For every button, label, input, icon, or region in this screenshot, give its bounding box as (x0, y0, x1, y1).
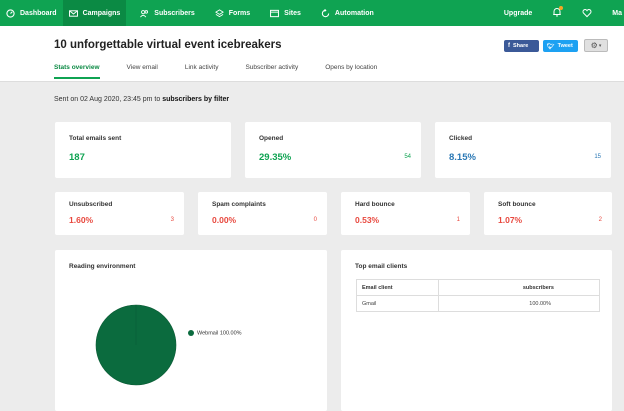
nav-automation[interactable]: Automation (315, 0, 380, 26)
tab-link-activity[interactable]: Link activity (184, 64, 219, 71)
automation-icon (321, 8, 330, 17)
sent-info: Sent on 02 Aug 2020, 23:45 pm to subscri… (54, 96, 229, 103)
total-emails-value: 187 (69, 152, 85, 163)
soft-bounce-count[interactable]: 2 (598, 217, 602, 223)
legend-webmail-swatch (188, 330, 194, 336)
spam-complaints-card: Spam complaints 0.00% 0 (198, 192, 327, 235)
spam-complaints-value: 0.00% (212, 215, 237, 225)
table-row: Gmail 100.00% (356, 295, 601, 312)
unsubscribed-count[interactable]: 3 (170, 217, 174, 223)
account-label: Ma (612, 9, 622, 17)
clicked-count[interactable]: 15 (594, 154, 601, 160)
top-email-clients-title: Top email clients (355, 263, 408, 270)
opened-count[interactable]: 54 (404, 154, 411, 160)
client-name-cell: Gmail (356, 295, 439, 312)
users-icon (140, 9, 149, 17)
reading-environment-pie-chart (95, 304, 177, 386)
twitter-share-button[interactable]: 🐦︎ Tweet (543, 40, 578, 52)
account-menu[interactable]: Ma (602, 0, 624, 26)
unsubscribed-card: Unsubscribed 1.60% 3 (55, 192, 184, 235)
nav-sites[interactable]: Sites (264, 0, 307, 26)
opened-card: Opened 29.35% 54 (245, 122, 421, 178)
facebook-share-label: Share (513, 43, 529, 49)
hard-bounce-card: Hard bounce 0.53% 1 (341, 192, 470, 235)
unsubscribed-value: 1.60% (69, 215, 94, 225)
reading-environment-card: Reading environment Webmail 100.00% (55, 250, 327, 411)
nav-subscribers-label: Subscribers (154, 9, 195, 17)
sent-info-prefix: Sent on 02 Aug 2020, 23:45 pm to (54, 96, 163, 103)
spam-complaints-label: Spam complaints (212, 201, 266, 208)
opened-value: 29.35% (259, 152, 292, 163)
sent-target-link[interactable]: subscribers by filter (162, 96, 230, 103)
hard-bounce-label: Hard bounce (355, 201, 395, 208)
hard-bounce-value: 0.53% (355, 215, 380, 225)
soft-bounce-label: Soft bounce (498, 201, 536, 208)
nav-automation-label: Automation (334, 9, 374, 17)
nav-campaigns[interactable]: Campaigns (62, 0, 127, 26)
nav-right: Upgrade Ma (494, 0, 624, 26)
stats-tabs: Stats overview View email Link activity … (54, 64, 404, 79)
total-emails-label: Total emails sent (69, 135, 122, 142)
spam-complaints-count[interactable]: 0 (313, 217, 317, 223)
nav-sites-label: Sites (284, 9, 301, 17)
sites-icon (270, 9, 280, 17)
upgrade-label: Upgrade (503, 9, 533, 17)
top-navigation: Dashboard Campaigns Subscribers Forms Si… (0, 0, 624, 26)
twitter-icon: 🐦︎ (547, 43, 555, 50)
heart-icon (582, 9, 592, 18)
gear-icon: ⚙ (590, 41, 598, 50)
hard-bounce-count[interactable]: 1 (456, 217, 460, 223)
notification-dot (559, 6, 564, 10)
opened-label: Opened (259, 135, 284, 142)
upgrade-link[interactable]: Upgrade (494, 0, 542, 26)
twitter-share-label: Tweet (557, 43, 573, 49)
bell-icon (553, 8, 562, 17)
top-email-clients-card: Top email clients Email client subscribe… (341, 250, 612, 411)
envelope-icon (68, 9, 78, 17)
soft-bounce-value: 1.07% (498, 215, 523, 225)
column-header-subscribers: subscribers (437, 279, 601, 296)
pie-legend: Webmail 100.00% (188, 330, 242, 336)
email-clients-table: Email client subscribers Gmail 100.00% (356, 279, 601, 312)
nav-subscribers[interactable]: Subscribers (134, 0, 200, 26)
forms-icon (214, 8, 224, 17)
dashboard-icon (6, 8, 15, 18)
client-share-cell: 100.00% (437, 295, 601, 312)
clicked-value: 8.15% (449, 152, 476, 163)
tab-view-email[interactable]: View email (126, 64, 158, 71)
reading-environment-title: Reading environment (69, 263, 136, 270)
nav-campaigns-label: Campaigns (82, 9, 121, 17)
facebook-share-button[interactable]: f Share (504, 40, 539, 52)
table-header-row: Email client subscribers (356, 279, 601, 296)
facebook-icon: f (508, 43, 510, 49)
tab-opens-by-location[interactable]: Opens by location (325, 64, 378, 71)
favorites-button[interactable] (572, 0, 602, 26)
chevron-down-icon: ▾ (598, 42, 602, 49)
page-title: 10 unforgettable virtual event icebreake… (54, 39, 282, 51)
tab-stats-overview[interactable]: Stats overview (54, 64, 100, 79)
clicked-label: Clicked (449, 135, 473, 142)
nav-forms-label: Forms (228, 9, 251, 17)
settings-dropdown-button[interactable]: ⚙ ▾ (584, 39, 608, 52)
nav-dashboard[interactable]: Dashboard (0, 0, 63, 26)
column-header-email-client: Email client (356, 279, 439, 296)
unsubscribed-label: Unsubscribed (69, 201, 113, 208)
tab-subscriber-activity[interactable]: Subscriber activity (245, 64, 299, 71)
notifications-button[interactable] (542, 0, 572, 26)
campaign-header: 10 unforgettable virtual event icebreake… (0, 26, 624, 82)
nav-dashboard-label: Dashboard (20, 9, 57, 17)
total-emails-card: Total emails sent 187 (55, 122, 231, 178)
clicked-card: Clicked 8.15% 15 (435, 122, 611, 178)
soft-bounce-card: Soft bounce 1.07% 2 (484, 192, 612, 235)
nav-forms[interactable]: Forms (209, 0, 256, 26)
legend-webmail-label: Webmail 100.00% (197, 330, 242, 337)
